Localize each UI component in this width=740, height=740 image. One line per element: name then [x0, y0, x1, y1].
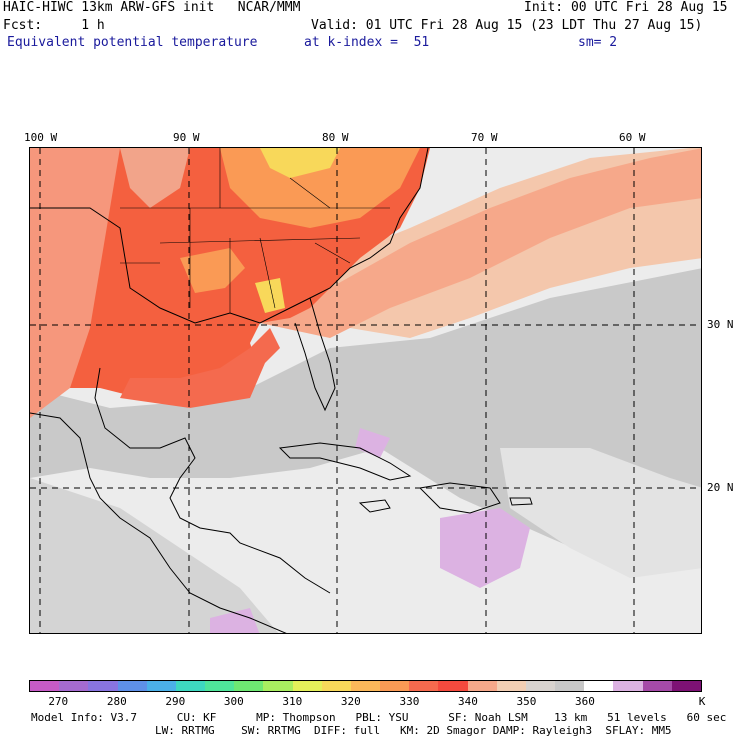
colorbar-cell: [146, 681, 176, 691]
theta-e-map: [30, 148, 701, 633]
colorbar-cell: [671, 681, 701, 691]
gulf-warm-plume: [120, 328, 280, 408]
footer-physics-info: LW: RRTMG SW: RRTMG DIFF: full KM: 2D Sm…: [155, 724, 672, 737]
footer-model-info: Model Info: V3.7 CU: KF MP: Thompson PBL…: [31, 711, 727, 724]
florida-coastline: [294, 297, 336, 412]
colorbar-cell: [438, 681, 468, 691]
lat-label-30n: 30 N: [707, 318, 734, 331]
colorbar-cell: [292, 681, 322, 691]
colorbar-tick-label: 330: [399, 695, 420, 708]
init-time: Init: 00 UTC Fri 28 Aug 15: [524, 0, 728, 15]
colorbar-cell: [525, 681, 556, 691]
colorbar-tick-label: 340: [457, 695, 478, 708]
map-panel: [29, 147, 702, 634]
colorbar-tick-label: 310: [282, 695, 303, 708]
colorbar-tick-label: 280: [106, 695, 127, 708]
smoothing-value: sm= 2: [578, 35, 618, 50]
colorbar-cell: [613, 681, 643, 691]
colorbar-cell: [234, 681, 264, 691]
colorbar-cell: [30, 681, 60, 691]
colorbar-cell: [350, 681, 381, 691]
cuba-outline: [278, 442, 412, 481]
field-name: Equivalent potential temperature: [7, 35, 258, 50]
hispaniola-outline: [418, 482, 501, 514]
colorbar-cell: [117, 681, 147, 691]
valid-time: Valid: 01 UTC Fri 28 Aug 15 (23 LDT Thu …: [311, 18, 703, 33]
puerto-rico-outline: [509, 497, 533, 506]
colorbar-tick-label: 300: [223, 695, 244, 708]
colorbar-cell: [496, 681, 526, 691]
georgia-yellow: [255, 278, 285, 313]
state-line-8: [289, 177, 331, 209]
colorbar-cell: [263, 681, 293, 691]
colorbar-tick-label: 360: [575, 695, 595, 708]
salmon-band: [260, 148, 701, 338]
colorbar-unit: K: [698, 695, 706, 708]
colorbar-tick-label: 290: [165, 695, 186, 708]
state-line-4: [259, 237, 276, 309]
state-line-9: [314, 242, 351, 264]
lat-label-20n: 20 N: [707, 481, 734, 494]
colorbar-cell: [584, 681, 614, 691]
graticule: [30, 148, 701, 633]
pacific-purple-patch: [210, 608, 260, 633]
texas-salmon: [30, 148, 120, 418]
state-line-5: [159, 237, 361, 244]
model-title: HAIC-HIWC 13km ARW-GFS init NCAR/MMM: [3, 0, 301, 15]
us-coastline: [30, 148, 429, 324]
colorbar-tick-label: 320: [340, 695, 361, 708]
plains-salmon: [120, 148, 190, 208]
colorbar-cell: [88, 681, 118, 691]
state-borders: [120, 148, 390, 313]
colorbar-cell: [205, 681, 235, 691]
ohio-yellow: [260, 148, 340, 178]
colorbar-cell: [380, 681, 410, 691]
lon-label-70w: 70 W: [471, 131, 498, 144]
jamaica-outline: [358, 499, 391, 513]
lon-label-90w: 90 W: [173, 131, 200, 144]
colorbar-cell: [321, 681, 351, 691]
colorbar: [29, 680, 702, 692]
gulf-coast-orange: [180, 248, 245, 293]
caribbean-purple-patch: [440, 508, 530, 588]
colorbar-tick-label: 350: [516, 695, 537, 708]
light-zone-atlantic: [500, 448, 701, 578]
colorbar-cell: [59, 681, 89, 691]
colorbar-cell: [175, 681, 206, 691]
colorbar-cell: [642, 681, 672, 691]
grey-shading-pacific: [30, 478, 279, 633]
lon-label-100w: 100 W: [24, 131, 58, 144]
colorbar-cell: [409, 681, 439, 691]
lon-label-80w: 80 W: [322, 131, 349, 144]
mexico-pacific-coast: [30, 412, 287, 633]
colorbar-tick-label: 270: [48, 695, 69, 708]
colorbar-cell: [555, 681, 585, 691]
bahamas-purple-patch: [355, 428, 390, 458]
colorbar-cell: [467, 681, 497, 691]
level-index: at k-index = 51: [304, 35, 430, 50]
lon-label-60w: 60 W: [619, 131, 646, 144]
forecast-hour: Fcst: 1 h: [3, 18, 105, 33]
